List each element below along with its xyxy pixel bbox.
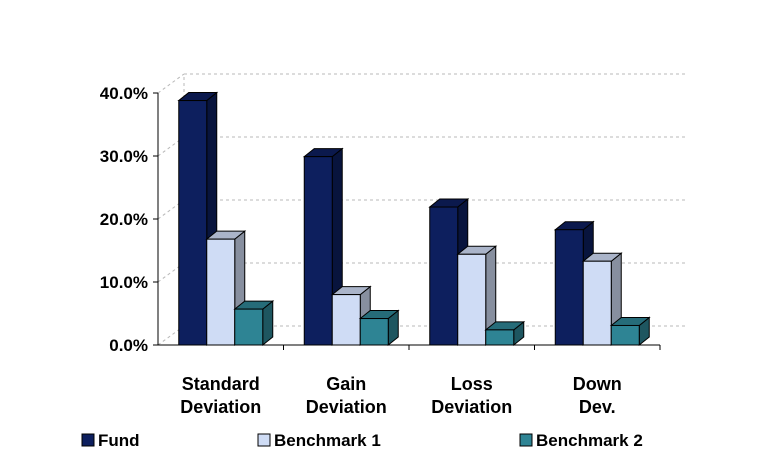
y-tick-label: 40.0% <box>100 84 148 103</box>
y-tick-label: 10.0% <box>100 273 148 292</box>
x-category-label: Loss <box>451 374 493 394</box>
y-tick-label: 20.0% <box>100 210 148 229</box>
legend-label: Fund <box>98 431 140 450</box>
grid-diagonal <box>157 73 185 94</box>
x-category-label: Deviation <box>431 397 512 417</box>
bar <box>303 156 333 346</box>
legend-swatch <box>519 433 533 447</box>
x-category-label: Down <box>573 374 622 394</box>
x-category-label: Gain <box>326 374 366 394</box>
bar <box>582 260 612 346</box>
x-category-label: Deviation <box>306 397 387 417</box>
y-tick-label: 0.0% <box>109 336 148 355</box>
x-category-label: Standard <box>182 374 260 394</box>
bar <box>234 308 264 346</box>
legend-swatch <box>257 433 271 447</box>
x-category-label: Deviation <box>180 397 261 417</box>
bar <box>206 238 236 346</box>
bar <box>359 318 389 346</box>
bar <box>178 100 208 346</box>
y-tick-label: 30.0% <box>100 147 148 166</box>
bar <box>331 294 361 346</box>
legend-swatch <box>81 433 95 447</box>
bar <box>429 206 459 346</box>
bar <box>485 329 515 346</box>
legend-label: Benchmark 1 <box>274 431 381 450</box>
bar <box>457 253 487 346</box>
legend-label: Benchmark 2 <box>536 431 643 450</box>
bar <box>610 324 640 346</box>
bar <box>554 229 584 346</box>
x-category-label: Dev. <box>579 397 616 417</box>
